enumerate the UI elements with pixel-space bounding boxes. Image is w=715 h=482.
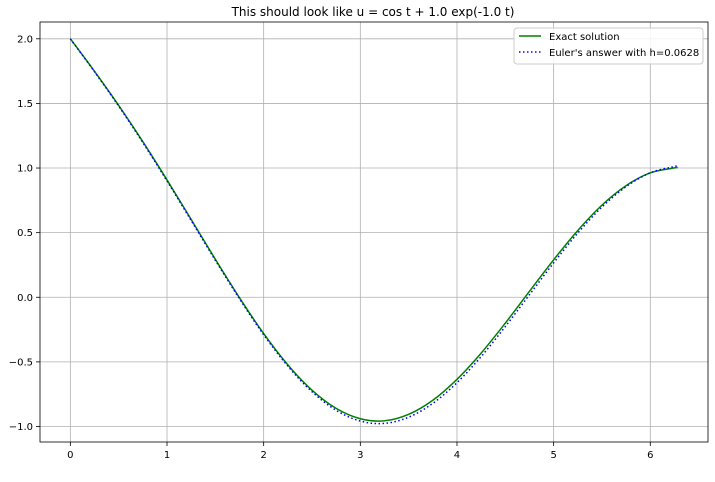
ticks: 0 1 2 3 4 5 6 −1.0 −0.5 0.0 0.5 1.0 1.5 2.0 (9, 34, 654, 461)
y-tick-label: 1.0 (17, 164, 33, 175)
legend: Exact solution Euler's answer with h=0.0… (513, 27, 704, 65)
legend-label-euler: Euler's answer with h=0.0628 (549, 48, 699, 59)
y-tick-label: −1.0 (9, 422, 33, 433)
x-tick-label: 5 (550, 450, 556, 461)
x-tick-label: 4 (454, 450, 460, 461)
legend-box (513, 27, 704, 65)
y-tick-label: 2.0 (17, 34, 33, 45)
x-tick-label: 3 (357, 450, 363, 461)
x-tick-label: 6 (647, 450, 653, 461)
y-tick-label: 0.0 (17, 293, 33, 304)
series-layer (69, 38, 679, 425)
series-line-euler (69, 38, 679, 425)
x-tick-label: 0 (67, 450, 73, 461)
chart-title: This should look like u = cos t + 1.0 ex… (231, 5, 515, 19)
y-tick-label: −0.5 (9, 357, 33, 368)
legend-label-exact: Exact solution (549, 32, 620, 43)
x-tick-label: 1 (164, 450, 170, 461)
plot-frame (39, 21, 709, 443)
y-tick-label: 0.5 (17, 228, 33, 239)
x-tick-label: 2 (260, 450, 266, 461)
y-tick-label: 1.5 (17, 99, 33, 110)
